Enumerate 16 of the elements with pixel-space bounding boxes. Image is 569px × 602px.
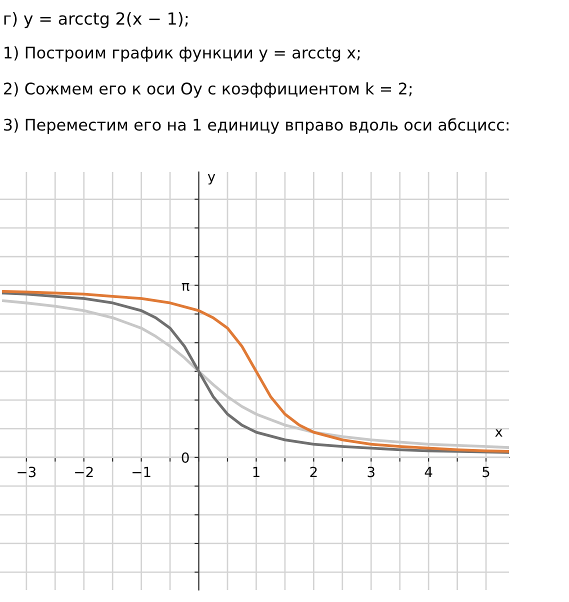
y-tick-label: π: [182, 282, 190, 291]
x-tick-label: 2: [310, 466, 317, 478]
chart-title: г) y = arcctg 2(x − 1);: [4, 12, 188, 28]
x-tick-label: −2: [75, 466, 93, 478]
x-tick-label: 5: [482, 466, 490, 478]
x-axis-title: x: [495, 429, 502, 437]
x-tick-label: −3: [18, 466, 36, 478]
text: 3) Переместим его на 1 единицу вправо вдоль оси абсцисс:: [4, 118, 508, 134]
x-tick-label: −1: [132, 466, 150, 478]
text: 1) Построим график функции y = arcctg x;: [4, 46, 360, 62]
y-tick-label: 0: [182, 452, 189, 463]
x-tick-label: 4: [424, 466, 432, 478]
y-axis-title: y: [208, 174, 216, 185]
text: 2) Сожмем его к оси Oy с коэффициентом k = 2;: [4, 82, 412, 98]
x-tick-label: 3: [368, 466, 374, 478]
x-tick-label: 1: [253, 466, 260, 478]
